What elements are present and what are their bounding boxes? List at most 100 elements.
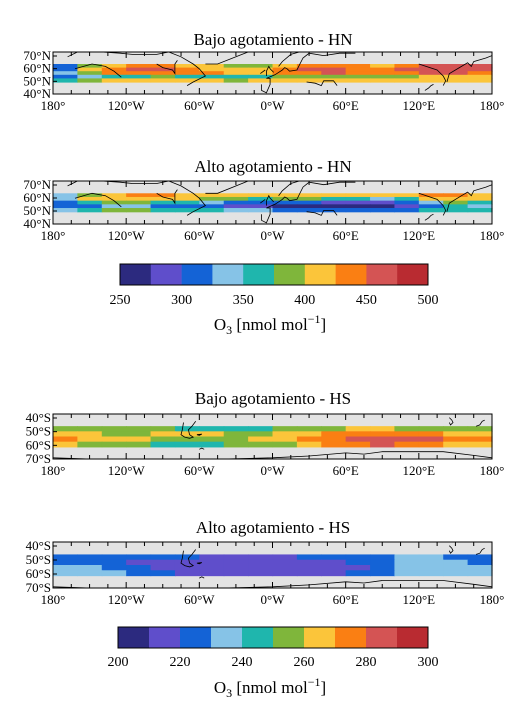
heatmap-cell <box>467 554 493 561</box>
heatmap-cell <box>126 74 152 79</box>
label-sub: 3 <box>226 323 232 337</box>
y-tick-label: 60°S <box>26 437 51 452</box>
label-main: O <box>214 315 226 334</box>
colorbar-tick-label: 300 <box>418 655 439 670</box>
colorbar-2: 200 220 240 260 280 300 O3 [nmol mol−1] <box>108 626 439 700</box>
heatmap-cell <box>394 74 420 79</box>
heatmap-cell <box>174 426 200 432</box>
colorbar-swatch <box>242 627 274 648</box>
heatmap-cell <box>370 565 396 571</box>
heatmap-cell <box>418 436 444 443</box>
heatmap-cell <box>296 436 322 443</box>
heatmap-cell <box>443 208 469 213</box>
x-tick-label: 60°E <box>333 98 359 113</box>
heatmap-cell <box>199 193 225 198</box>
heatmap-cell <box>272 441 298 448</box>
heatmap-cell <box>248 426 274 432</box>
heatmap-cell <box>101 64 127 69</box>
map-cells <box>53 52 493 94</box>
heatmap-cell <box>223 71 249 76</box>
x-tick-label: 60°W <box>184 98 215 113</box>
x-tick-label: 120°E <box>402 463 435 478</box>
colorbar-tick-label: 250 <box>110 293 131 308</box>
heatmap-cell <box>321 208 347 213</box>
heatmap-cell <box>370 71 396 76</box>
colorbar-swatch <box>335 627 367 648</box>
label-main: O <box>214 678 226 697</box>
heatmap-cell <box>467 559 493 566</box>
heatmap-cell <box>174 570 200 577</box>
heatmap-cell <box>77 565 103 571</box>
colorbar-tick-label: 400 <box>294 293 315 308</box>
label-close: ] <box>320 678 326 697</box>
y-axis: 40°S 50°S 60°S 70°S <box>26 538 51 595</box>
heatmap-cell <box>443 204 469 209</box>
heatmap-cell <box>370 559 396 566</box>
heatmap-cell <box>272 74 298 79</box>
x-tick-label: 120°W <box>108 98 146 113</box>
heatmap-cell <box>394 64 420 69</box>
y-tick-label: 70°S <box>26 451 51 466</box>
x-tick-label: 180° <box>41 228 66 243</box>
tick-marks <box>52 414 493 460</box>
heatmap-cell <box>443 71 469 76</box>
x-axis: 180° 120°W 60°W 0°W 60°E 120°E 180° <box>41 463 505 478</box>
heatmap-cell <box>77 196 103 202</box>
heatmap-cell <box>467 71 493 76</box>
heatmap-cell <box>467 570 493 577</box>
y-tick-label: 60°N <box>23 61 51 76</box>
colorbar-ticks: 250 300 350 400 450 500 <box>110 293 439 308</box>
heatmap-cell <box>443 64 469 69</box>
heatmap-cell <box>77 559 103 566</box>
heatmap-cell <box>77 204 103 209</box>
map-cells <box>53 414 493 459</box>
heatmap-cell <box>296 554 322 561</box>
heatmap-cell <box>370 200 396 205</box>
colorbar-swatch <box>180 627 212 648</box>
heatmap-cell <box>101 78 127 83</box>
x-tick-label: 180° <box>480 463 505 478</box>
heatmap-cell <box>53 204 78 209</box>
heatmap-cell <box>77 193 103 198</box>
heatmap-cell <box>223 559 249 566</box>
heatmap-cell <box>53 74 78 79</box>
heatmap-cell <box>321 200 347 205</box>
heatmap-cell <box>443 565 469 571</box>
heatmap-cell <box>345 204 371 209</box>
colorbar-tick-label: 350 <box>233 293 254 308</box>
coastline <box>475 419 485 427</box>
heatmap-cell <box>345 196 371 202</box>
heatmap-cell <box>394 208 420 213</box>
x-tick-label: 60°W <box>184 228 215 243</box>
heatmap-cell <box>321 570 347 577</box>
heatmap-cell <box>418 78 444 83</box>
coastline <box>446 184 492 212</box>
heatmap-cell <box>418 208 444 213</box>
heatmap-cell <box>199 67 225 72</box>
y-axis: 40°S 50°S 60°S 70°S <box>26 410 51 466</box>
heatmap-cell <box>443 554 469 561</box>
heatmap-cell <box>101 71 127 76</box>
heatmap-cell <box>199 200 225 205</box>
heatmap-cell <box>443 570 469 577</box>
heatmap-cell <box>467 64 493 69</box>
heatmap-cell <box>150 565 176 571</box>
heatmap-cell <box>53 196 78 202</box>
colorbar-swatch <box>304 627 336 648</box>
y-tick-label: 70°N <box>23 177 51 192</box>
heatmap-cell <box>467 74 493 79</box>
heatmap-cell <box>174 78 200 83</box>
heatmap-cell <box>174 204 200 209</box>
heatmap-cell <box>467 204 493 209</box>
heatmap-cell <box>370 426 396 432</box>
heatmap-cell <box>126 208 152 213</box>
x-tick-label: 120°W <box>108 228 146 243</box>
colorbar-tick-label: 300 <box>171 293 192 308</box>
coastline <box>199 447 205 450</box>
heatmap-cell <box>199 78 225 83</box>
heatmap-cell <box>345 200 371 205</box>
heatmap-cell <box>199 208 225 213</box>
heatmap-cell <box>443 436 469 443</box>
colorbar-tick-label: 200 <box>108 655 129 670</box>
coastline <box>266 65 274 76</box>
